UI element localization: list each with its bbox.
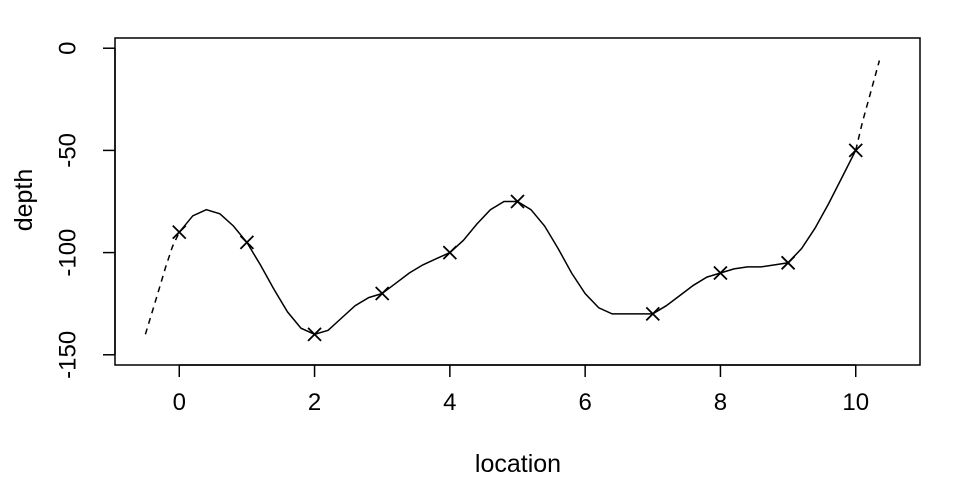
data-point-marker [307, 327, 322, 342]
y-tick-label: -100 [54, 229, 81, 277]
data-point-marker [713, 265, 728, 281]
y-axis: 0 -50 -100 -150 [54, 42, 116, 379]
x-axis-title: location [475, 450, 561, 478]
data-point-marker [172, 225, 187, 240]
x-tick-label: 6 [578, 389, 591, 416]
data-point-marker [780, 255, 796, 270]
series-points [172, 143, 863, 342]
data-point-marker [375, 286, 390, 301]
x-tick-label: 4 [443, 389, 456, 416]
y-axis-title: depth [10, 169, 38, 232]
x-tick-label: 10 [842, 389, 869, 416]
data-point-marker [645, 306, 660, 322]
y-tick-label: 0 [54, 42, 81, 55]
data-point-marker [239, 235, 255, 250]
extrapolation-curve [854, 60, 881, 151]
x-tick-label: 8 [714, 389, 727, 416]
x-tick-label: 2 [308, 389, 321, 416]
data-point-marker [442, 245, 457, 260]
data-point-marker [510, 194, 525, 209]
x-tick-label: 0 [173, 389, 186, 416]
x-axis: 0 2 4 6 8 10 [173, 364, 869, 416]
data-point-marker [848, 143, 863, 158]
y-tick-label: -50 [54, 133, 81, 168]
extrapolation-curve [144, 231, 180, 335]
spline-curve [178, 150, 857, 336]
y-tick-label: -150 [54, 331, 81, 379]
